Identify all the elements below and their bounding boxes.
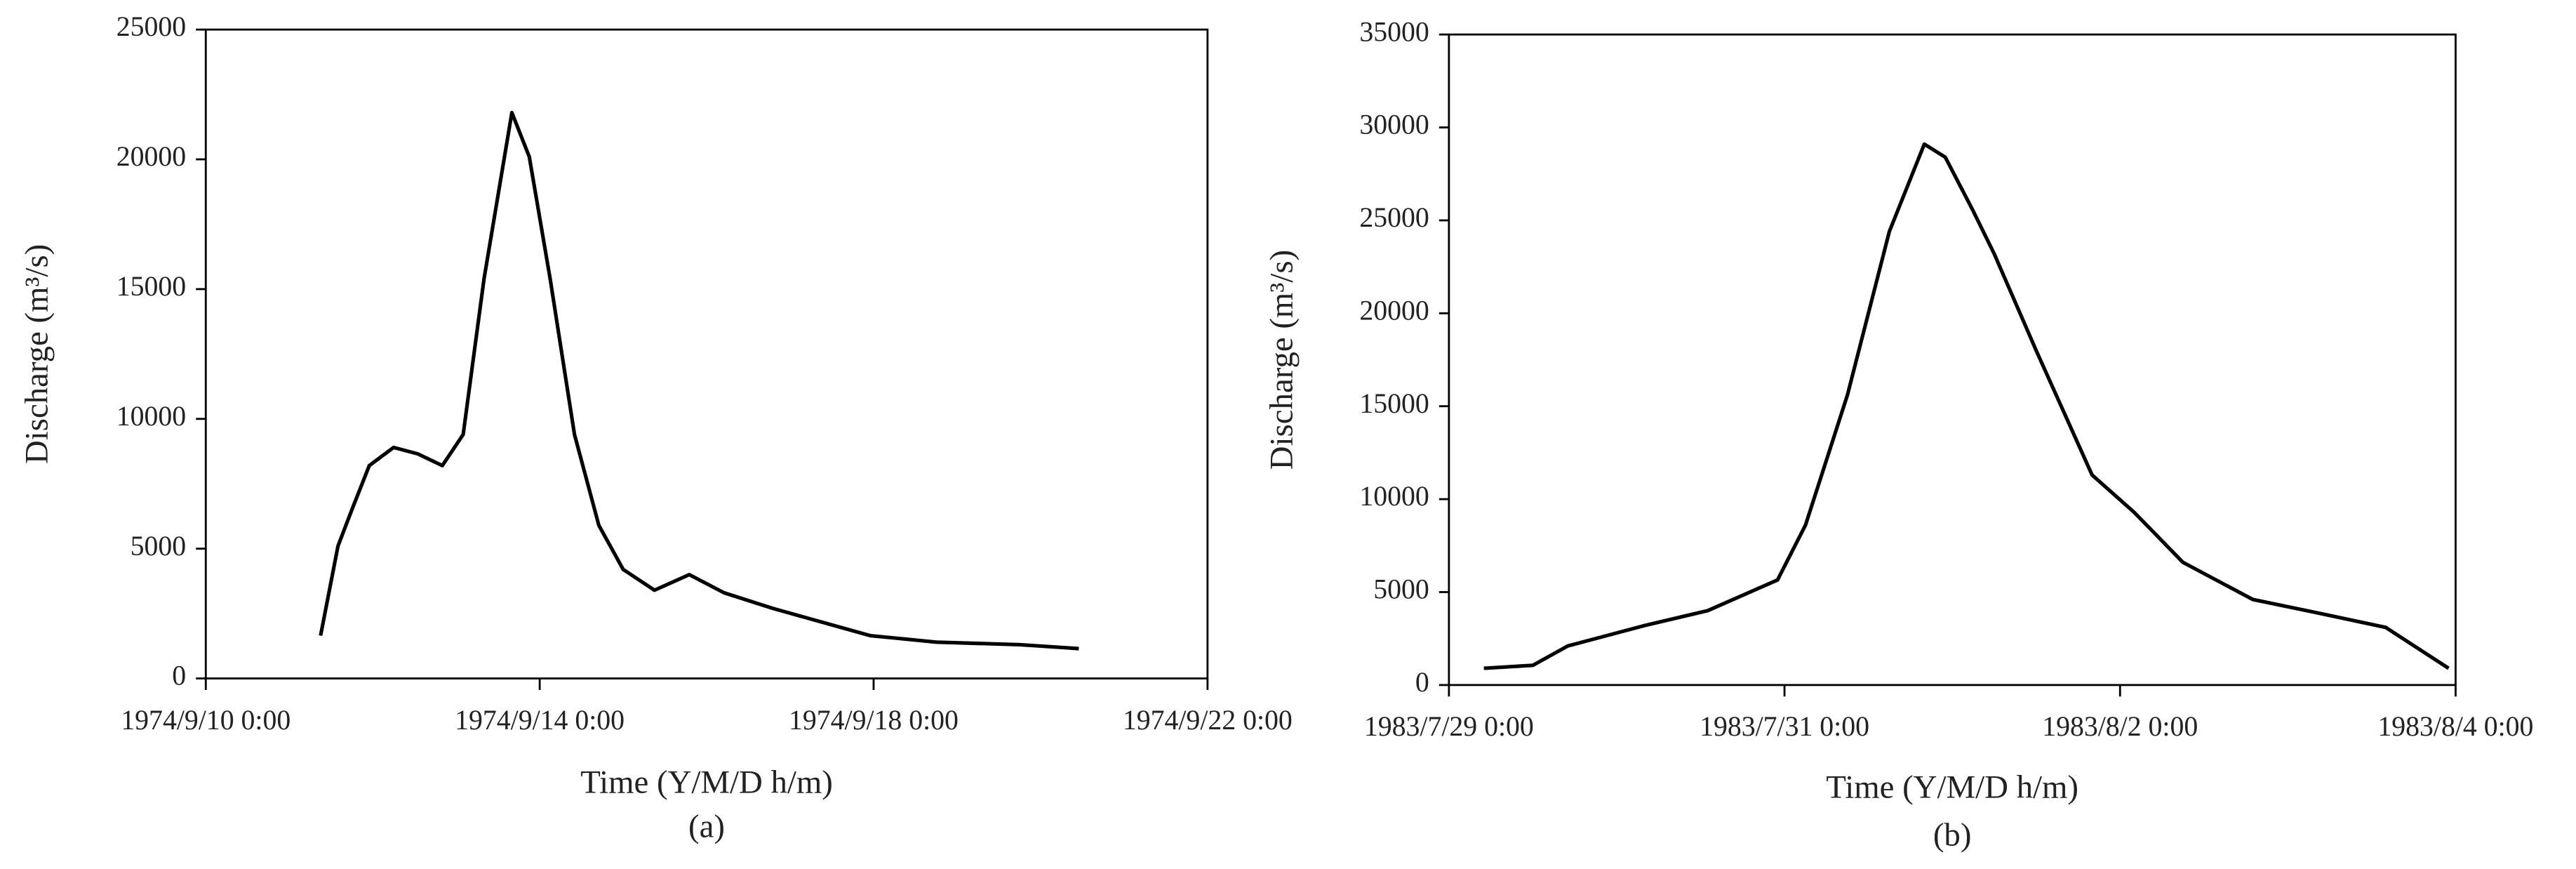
- y-tick-label: 0: [172, 661, 186, 691]
- x-tick-label: 1983/8/4 0:00: [2377, 711, 2533, 742]
- y-tick-label: 10000: [1359, 481, 1429, 512]
- x-axis-title: Time (Y/M/D h/m): [580, 764, 833, 800]
- data-line: [319, 110, 1079, 651]
- x-tick-label: 1974/9/14 0:00: [455, 705, 625, 736]
- x-tick-label: 1983/8/2 0:00: [2042, 711, 2198, 742]
- x-tick-label: 1974/9/18 0:00: [789, 705, 959, 736]
- x-axis-title: Time (Y/M/D h/m): [1826, 769, 2078, 805]
- data-line: [1483, 142, 2450, 670]
- x-tick-label: 1983/7/31 0:00: [1700, 711, 1869, 742]
- x-tick-label: 1983/7/29 0:00: [1364, 711, 1534, 742]
- caption: (a): [688, 809, 725, 845]
- y-tick-label: 5000: [1373, 574, 1429, 605]
- y-axis-title: Discharge (m³/s): [19, 244, 55, 464]
- y-tick-label: 15000: [116, 271, 186, 302]
- y-tick-label: 0: [1415, 667, 1429, 698]
- y-tick-label: 30000: [1359, 110, 1429, 140]
- plot-frame: [1448, 33, 2457, 686]
- y-tick-label: 25000: [1359, 202, 1429, 233]
- y-tick-label: 15000: [1359, 388, 1429, 419]
- plot-frame: [204, 28, 1209, 679]
- y-axis-title: Discharge (m³/s): [1264, 250, 1300, 470]
- y-tick-label: 25000: [116, 11, 186, 42]
- y-tick-label: 35000: [1359, 16, 1429, 47]
- caption: (b): [1933, 816, 1972, 853]
- x-tick-label: 1974/9/10 0:00: [121, 705, 291, 736]
- y-tick-label: 20000: [116, 141, 186, 172]
- y-tick-label: 5000: [131, 531, 187, 562]
- y-tick-label: 10000: [116, 401, 186, 432]
- y-tick-label: 20000: [1359, 295, 1429, 326]
- x-tick-label: 1974/9/22 0:00: [1123, 705, 1293, 736]
